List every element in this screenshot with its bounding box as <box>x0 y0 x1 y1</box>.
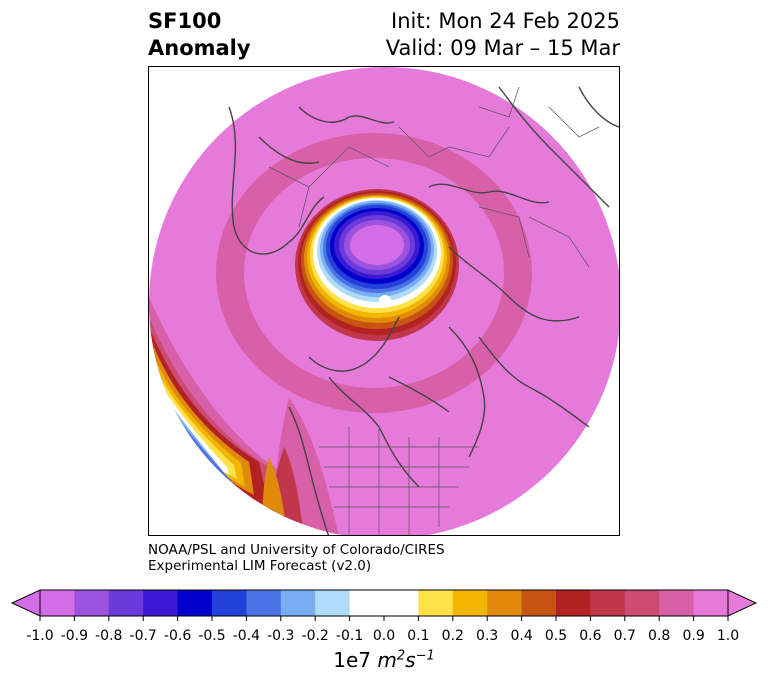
colorbar-tick-label: -0.4 <box>232 628 261 644</box>
colorbar-swatch <box>659 590 695 616</box>
init-date: Init: Mon 24 Feb 2025 <box>391 9 620 33</box>
colorbar-tick-label: -0.5 <box>198 628 226 644</box>
colorbar-tick-label: 0.0 <box>372 628 396 644</box>
valid-range: Valid: 09 Mar – 15 Mar <box>385 36 620 60</box>
colorbar-tick-label: -1.0 <box>26 628 54 644</box>
colorbar-swatch <box>280 590 316 616</box>
colorbar-tick-label: -0.1 <box>335 628 364 644</box>
variable-name: SF100 <box>148 9 222 33</box>
colorbar-swatch <box>349 590 385 616</box>
colorbar-under-arrow <box>10 589 41 617</box>
colorbar-swatch <box>624 590 660 616</box>
map-title-left: SF100 Anomaly <box>148 8 251 62</box>
colorbar-swatch <box>384 590 419 616</box>
colorbar-tick-label: 0.4 <box>510 628 533 644</box>
anomaly-field <box>149 67 619 535</box>
colorbar-swatch <box>521 590 557 616</box>
sw-band-01 <box>149 351 237 479</box>
unit-exp1: 2 <box>396 648 406 664</box>
credit-text: NOAA/PSL and University of Colorado/CIRE… <box>148 542 445 574</box>
colorbar-tick-label: 0.1 <box>407 628 430 644</box>
colorbar-swatch <box>418 590 454 616</box>
unit-exp2: −1 <box>415 648 435 664</box>
colorbar-tick-label: 0.5 <box>544 628 568 644</box>
unit-prefix: 1e7 <box>333 648 372 672</box>
sw-band-m03 <box>159 387 234 487</box>
colorbar-swatch <box>452 590 488 616</box>
colorbar-unit-label: 1e7 m2s−1 <box>333 648 434 672</box>
colorbar-tick-label: 0.6 <box>579 628 602 644</box>
colorbar-swatch <box>693 590 729 616</box>
ring-m10 <box>350 225 404 265</box>
map-canvas <box>149 67 619 535</box>
colorbar-swatch <box>315 590 351 616</box>
borders <box>268 86 600 535</box>
colorbar-swatch <box>74 590 110 616</box>
credit-line-1: NOAA/PSL and University of Colorado/CIRE… <box>148 542 445 558</box>
colorbar-swatch <box>590 590 626 616</box>
sw-band-02 <box>149 343 245 487</box>
colorbar-tick-label: -0.3 <box>267 628 295 644</box>
colorbar-swatch <box>212 590 247 616</box>
colorbar-tick-label: -0.9 <box>60 628 89 644</box>
colorbar-tick-label: -0.7 <box>129 628 157 644</box>
colorbar-tick-label: 0.2 <box>441 628 464 644</box>
colorbar-swatch <box>177 590 213 616</box>
colorbar-tick-label: 0.8 <box>648 628 671 644</box>
colorbar-tick-label: -0.8 <box>95 628 123 644</box>
credit-line-2: Experimental LIM Forecast (v2.0) <box>148 558 372 574</box>
colorbar-tick-label: 0.9 <box>682 628 705 644</box>
unit-s: s <box>405 648 416 672</box>
colorbar-swatch <box>40 590 75 616</box>
colorbar-swatch <box>487 590 523 616</box>
pole-marker <box>379 295 391 307</box>
map-title-right: Init: Mon 24 Feb 2025 Valid: 09 Mar – 15… <box>386 8 620 62</box>
colorbar-tick-label: 0.3 <box>476 628 499 644</box>
colorbar <box>10 589 758 621</box>
colorbar-tick-label: -0.6 <box>163 628 192 644</box>
field-kind: Anomaly <box>148 36 251 60</box>
unit-base: m <box>377 648 397 672</box>
colorbar-swatch <box>556 590 591 616</box>
map-panel <box>148 66 620 536</box>
colorbar-swatch <box>143 590 179 616</box>
colorbar-tick-label: 1.0 <box>716 628 740 644</box>
colorbar-tick-label: -0.2 <box>301 628 329 644</box>
colorbar-swatch <box>108 590 144 616</box>
sw-band-m04 <box>169 407 237 489</box>
colorbar-swatch <box>246 590 282 616</box>
colorbar-tick-label: 0.7 <box>613 628 636 644</box>
colorbar-over-arrow <box>727 589 758 617</box>
